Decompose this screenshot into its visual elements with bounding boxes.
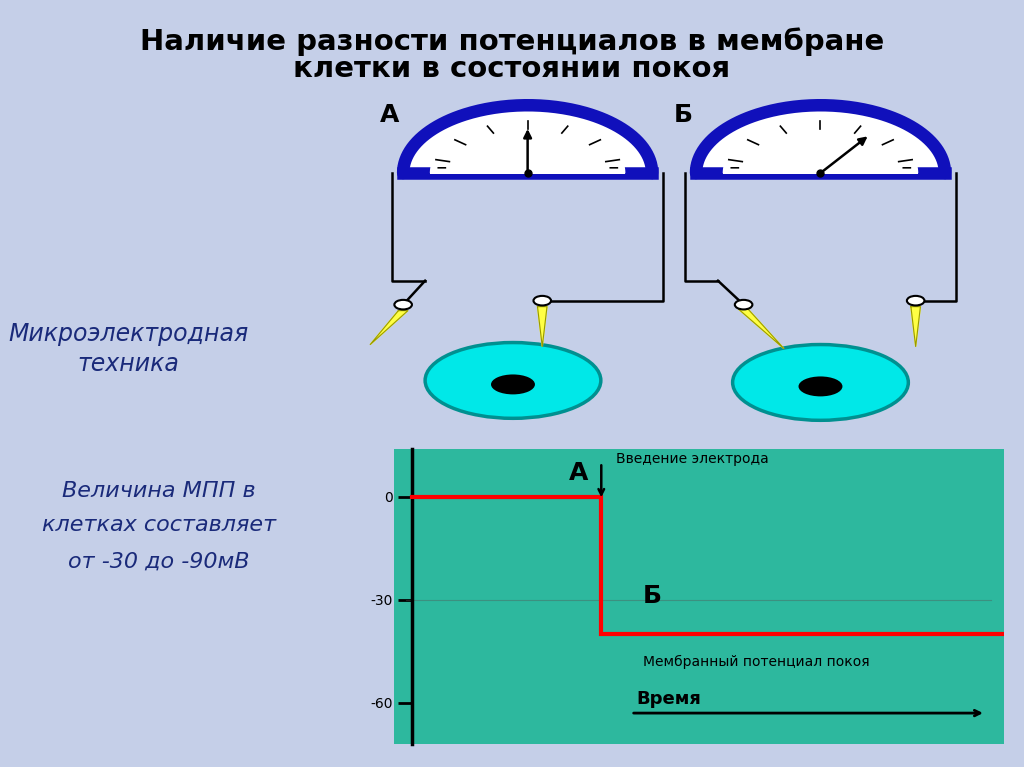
Circle shape [534, 296, 551, 305]
Polygon shape [723, 120, 918, 173]
Text: А: А [380, 104, 399, 127]
Polygon shape [739, 309, 784, 348]
Text: от -30 до -90мВ: от -30 до -90мВ [68, 551, 250, 571]
Polygon shape [371, 311, 408, 344]
Polygon shape [538, 307, 547, 347]
Text: Микроэлектродная: Микроэлектродная [8, 321, 248, 346]
Ellipse shape [425, 343, 601, 418]
Text: Введение электрода: Введение электрода [616, 452, 769, 466]
Ellipse shape [732, 344, 908, 420]
Ellipse shape [799, 377, 843, 397]
Text: −: − [728, 161, 740, 175]
Polygon shape [696, 105, 945, 173]
Text: −: − [435, 161, 447, 175]
Text: Наличие разности потенциалов в мембране: Наличие разности потенциалов в мембране [140, 27, 884, 55]
Text: Величина МПП в: Величина МПП в [61, 481, 256, 501]
Circle shape [735, 300, 753, 309]
Text: −: − [901, 161, 912, 175]
Text: Мембранный потенциал покоя: Мембранный потенциал покоя [643, 655, 869, 669]
Text: А: А [568, 461, 588, 485]
Ellipse shape [492, 374, 535, 394]
Text: клетки в состоянии покоя: клетки в состоянии покоя [294, 55, 730, 84]
Text: Время: Время [637, 690, 701, 709]
Circle shape [394, 300, 412, 309]
Text: техника: техника [77, 352, 179, 377]
Polygon shape [403, 105, 652, 173]
Text: клетках составляет: клетках составляет [42, 515, 275, 535]
Polygon shape [911, 307, 921, 347]
Text: −: − [608, 161, 620, 175]
Polygon shape [430, 120, 625, 173]
Text: Б: Б [643, 584, 662, 608]
Text: Б: Б [674, 104, 692, 127]
Circle shape [907, 296, 925, 305]
